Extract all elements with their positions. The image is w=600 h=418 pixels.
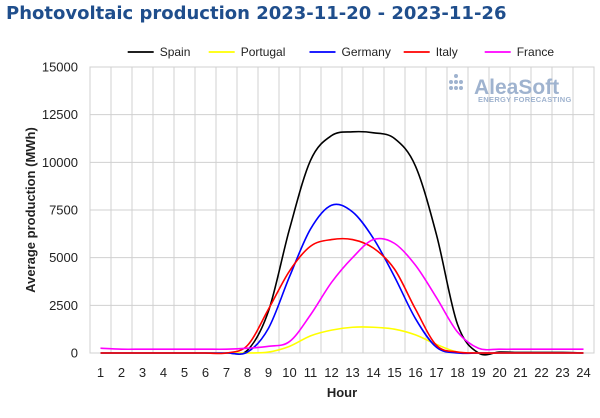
series-line-italy [100, 237, 584, 355]
chart-title: Photovoltaic production 2023-11-20 - 202… [6, 3, 507, 24]
x-tick-label: 21 [513, 365, 527, 380]
y-tick-label: 15000 [42, 60, 78, 75]
series-line-france [100, 237, 584, 351]
legend: Spain Portugal Germany Italy France [127, 45, 555, 59]
x-tick-label: 14 [366, 365, 380, 380]
y-tick-label: 0 [71, 346, 78, 361]
x-tick-label: 20 [492, 365, 506, 380]
x-tick-label: 4 [160, 365, 167, 380]
x-tick-label: 13 [345, 365, 359, 380]
legend-label-italy: Italy [436, 45, 458, 59]
x-tick-label: 1 [97, 365, 104, 380]
x-tick-label: 9 [265, 365, 272, 380]
y-tick-label: 10000 [42, 155, 78, 170]
x-tick-label: 16 [408, 365, 422, 380]
x-tick-label: 5 [181, 365, 188, 380]
x-tick-label: 7 [223, 365, 230, 380]
x-tick-label: 22 [534, 365, 548, 380]
x-tick-label: 19 [471, 365, 485, 380]
x-axis-ticks: 1 2 3 4 5 6 7 8 9 10 11 12 13 14 15 16 17 18 19 20 21 22 23 24 [97, 365, 591, 380]
x-tick-label: 6 [202, 365, 209, 380]
y-tick-label: 12500 [42, 107, 78, 122]
x-tick-label: 10 [282, 365, 296, 380]
y-tick-label: 5000 [49, 250, 78, 265]
x-tick-label: 18 [450, 365, 464, 380]
legend-label-portugal: Portugal [241, 45, 286, 59]
logo-dot [454, 74, 458, 78]
x-tick-label: 23 [555, 365, 569, 380]
logo-dot [449, 80, 453, 84]
logo-dot [454, 80, 458, 84]
y-axis-title: Average production (MWh) [23, 127, 38, 293]
x-tick-label: 8 [244, 365, 251, 380]
y-tick-label: 7500 [49, 203, 78, 218]
x-tick-label: 12 [324, 365, 338, 380]
logo-main-text: AleaSoft [474, 76, 559, 99]
x-tick-label: 24 [576, 365, 590, 380]
legend-label-germany: Germany [342, 45, 391, 59]
logo-dot [459, 86, 463, 90]
logo-sub-text: ENERGY FORECASTING [478, 95, 572, 104]
x-axis-title: Hour [327, 385, 357, 400]
logo-dot [449, 86, 453, 90]
legend-label-france: France [517, 45, 555, 59]
x-tick-label: 3 [139, 365, 146, 380]
y-tick-label: 2500 [49, 298, 78, 313]
logo-dots-icon [449, 74, 463, 90]
x-tick-label: 17 [429, 365, 443, 380]
x-tick-label: 11 [304, 365, 318, 380]
series-lines [100, 130, 584, 356]
x-tick-label: 2 [118, 365, 125, 380]
legend-label-spain: Spain [160, 45, 191, 59]
aleasoft-logo: AleaSoft ENERGY FORECASTING [449, 74, 572, 104]
y-axis-ticks: 0 2500 5000 7500 10000 12500 15000 [42, 60, 78, 361]
x-tick-label: 15 [387, 365, 401, 380]
logo-dot [459, 80, 463, 84]
logo-dot [454, 86, 458, 90]
grid-lines [89, 66, 595, 354]
